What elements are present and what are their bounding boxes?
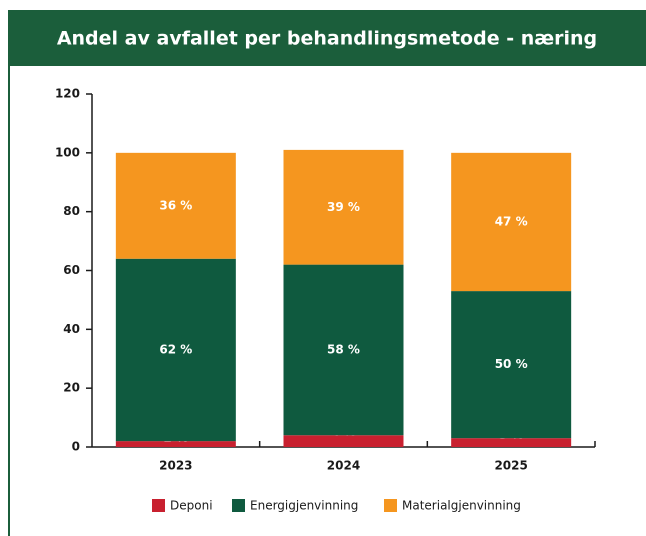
y-tick-label: 60 bbox=[63, 263, 80, 277]
x-tick-label: 2025 bbox=[494, 459, 527, 473]
y-tick-label: 100 bbox=[55, 145, 80, 159]
bar-segment bbox=[283, 149, 404, 265]
bar-segment bbox=[115, 441, 236, 447]
y-tick-label: 80 bbox=[63, 204, 80, 218]
value-label: 58 % bbox=[327, 342, 360, 356]
bar-segment bbox=[451, 291, 572, 439]
bar-segment bbox=[283, 435, 404, 447]
legend-swatch bbox=[384, 499, 397, 512]
x-tick-label: 2023 bbox=[159, 459, 192, 473]
value-label: 62 % bbox=[159, 342, 192, 356]
chart-title: Andel av avfallet per behandlingsmetode … bbox=[57, 28, 597, 50]
bar-segment bbox=[283, 264, 404, 436]
value-label: 36 % bbox=[159, 198, 192, 212]
legend-label: Energigjenvinning bbox=[250, 499, 358, 513]
value-label: 47 % bbox=[495, 214, 528, 228]
value-label: 50 % bbox=[495, 357, 528, 371]
bar-segment bbox=[115, 258, 236, 442]
legend-swatch bbox=[232, 499, 245, 512]
x-tick-label: 2024 bbox=[327, 459, 360, 473]
bar-segment bbox=[451, 438, 572, 447]
y-tick-label: 20 bbox=[63, 381, 80, 395]
value-label: 39 % bbox=[327, 200, 360, 214]
legend-label: Deponi bbox=[170, 499, 213, 513]
y-tick-label: 120 bbox=[55, 87, 80, 101]
y-tick-label: 40 bbox=[63, 322, 80, 336]
legend-swatch bbox=[152, 499, 165, 512]
bar-segment bbox=[451, 152, 572, 292]
y-tick-label: 0 bbox=[72, 440, 80, 454]
legend-label: Materialgjenvinning bbox=[402, 499, 521, 513]
header bbox=[8, 10, 646, 66]
bar-segment bbox=[115, 152, 236, 259]
